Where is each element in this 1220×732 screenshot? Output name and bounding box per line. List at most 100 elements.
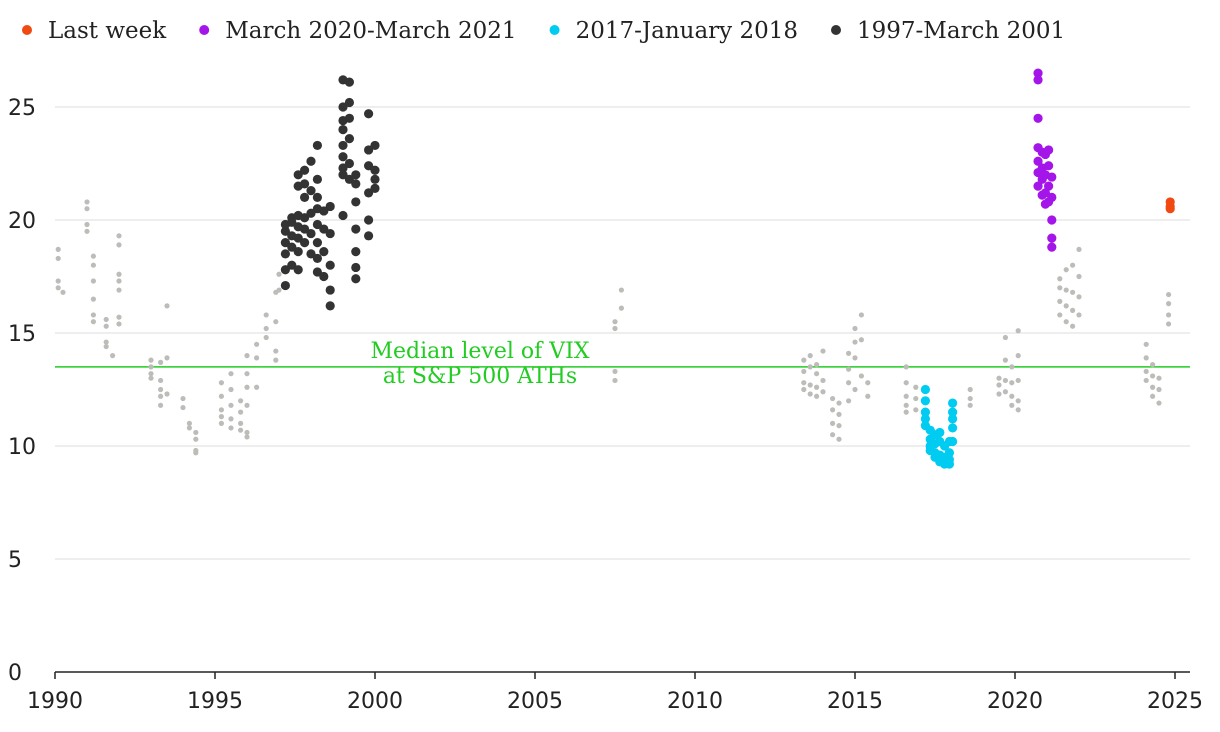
point [1063, 267, 1069, 273]
point [218, 380, 224, 386]
point [364, 188, 374, 198]
point [858, 373, 865, 379]
point [164, 391, 170, 397]
point [263, 334, 269, 341]
point [913, 395, 919, 402]
point [1143, 368, 1149, 375]
point [300, 165, 310, 175]
point [846, 380, 852, 386]
point [814, 371, 820, 377]
point [948, 398, 958, 408]
point [820, 348, 826, 354]
point [1070, 289, 1076, 295]
point [807, 391, 813, 397]
point [193, 436, 199, 442]
point [218, 420, 224, 426]
point [1015, 398, 1021, 404]
point [1150, 393, 1156, 399]
legend-marker [549, 25, 560, 35]
point [244, 434, 250, 440]
point [351, 274, 361, 284]
x-tick-label: 2020 [987, 689, 1043, 714]
point [148, 357, 154, 363]
point [1070, 262, 1076, 268]
point [814, 384, 820, 390]
point [903, 364, 909, 370]
point [84, 206, 90, 212]
point [158, 393, 164, 399]
legend-item: Last week [22, 18, 167, 44]
point [1070, 323, 1076, 329]
point [814, 362, 820, 368]
point [351, 247, 361, 257]
point [1002, 334, 1009, 341]
point [920, 414, 931, 424]
point [351, 197, 361, 207]
point [858, 312, 865, 318]
point [344, 134, 354, 144]
point [820, 377, 826, 384]
point [116, 287, 122, 293]
point [306, 208, 316, 218]
point [612, 368, 618, 375]
point [846, 366, 852, 372]
point [293, 170, 303, 180]
point [319, 206, 329, 216]
point [238, 427, 244, 433]
point [325, 228, 335, 239]
point [1015, 377, 1021, 384]
point [55, 246, 61, 252]
point [254, 341, 260, 347]
point [1057, 298, 1063, 304]
point [846, 398, 852, 404]
point [1165, 204, 1175, 214]
point [948, 414, 958, 424]
point [1015, 353, 1021, 359]
point [244, 384, 250, 390]
point [103, 339, 109, 345]
point [1166, 312, 1172, 318]
point [913, 407, 919, 413]
point [1009, 364, 1015, 370]
point [1143, 341, 1149, 347]
y-tick-label: 10 [8, 435, 36, 460]
point [228, 416, 234, 422]
point [1076, 273, 1082, 280]
legend-marker [831, 25, 841, 35]
point [1143, 355, 1149, 361]
point [351, 262, 361, 273]
point [612, 377, 618, 384]
y-tick-label: 0 [8, 661, 22, 686]
point [836, 423, 842, 429]
point [300, 224, 310, 234]
point [338, 102, 348, 112]
point [325, 260, 335, 270]
point [1156, 386, 1162, 393]
point [364, 231, 374, 241]
point [116, 242, 122, 248]
point [364, 145, 374, 155]
point [858, 337, 865, 343]
point [1063, 287, 1069, 293]
point [344, 174, 354, 184]
point [618, 305, 625, 311]
point [830, 420, 836, 426]
point [193, 429, 199, 436]
point [903, 409, 909, 415]
point [300, 238, 310, 248]
point [948, 423, 958, 433]
point [90, 253, 96, 259]
point [370, 183, 380, 193]
point [344, 97, 354, 108]
point [238, 409, 244, 415]
point [807, 353, 813, 359]
point [1047, 215, 1057, 225]
point [280, 280, 290, 291]
point [164, 355, 170, 361]
point [84, 221, 90, 228]
point [944, 448, 955, 458]
point [158, 402, 164, 408]
point [948, 436, 958, 447]
point [967, 402, 973, 408]
point [186, 420, 192, 426]
